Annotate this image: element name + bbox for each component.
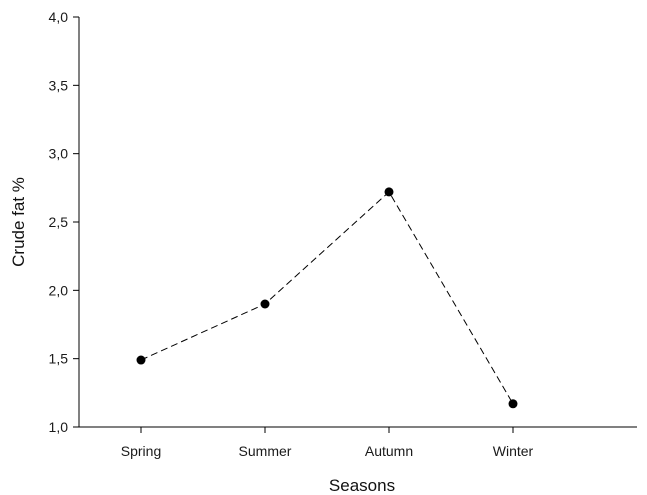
y-axis-label: Crude fat %: [9, 177, 28, 267]
y-tick-label: 3,5: [49, 77, 69, 93]
x-tick-label: Winter: [493, 443, 534, 459]
axes: [78, 17, 637, 428]
y-tick-label: 2,5: [49, 214, 69, 230]
data-point: [384, 187, 394, 197]
series-line: [140, 191, 514, 405]
x-axis-label: Seasons: [329, 476, 395, 495]
x-tick-label: Summer: [239, 443, 292, 459]
y-tick-label: 1,0: [49, 419, 69, 435]
y-tick-label: 1,5: [49, 351, 69, 367]
x-ticks: Spring Summer Autumn Winter: [121, 427, 534, 459]
data-point: [136, 355, 146, 365]
y-tick-label: 2,0: [49, 282, 69, 298]
y-tick-label: 4,0: [49, 9, 69, 25]
data-point: [260, 299, 270, 309]
x-tick-label: Autumn: [365, 443, 413, 459]
y-tick-label: 3,0: [49, 146, 69, 162]
series: [136, 187, 518, 409]
x-tick-label: Spring: [121, 443, 161, 459]
data-point: [508, 399, 518, 409]
y-ticks: 1,0 1,5 2,0 2,5 3,0 3,5 4,0: [49, 9, 79, 435]
